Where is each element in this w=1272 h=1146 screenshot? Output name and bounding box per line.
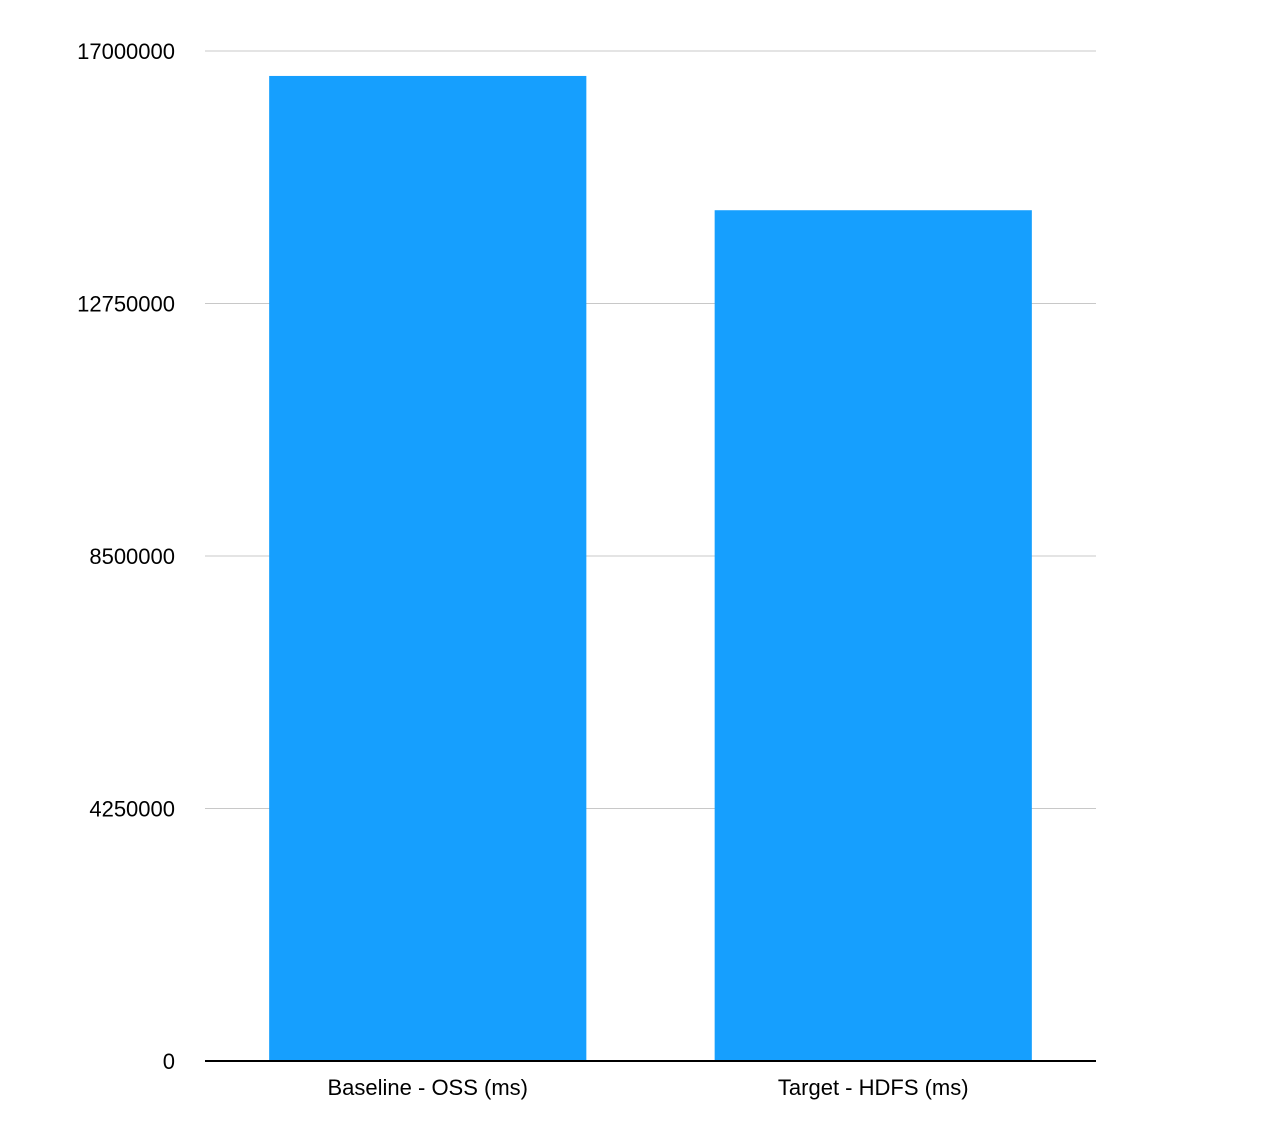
y-tick-label: 0 bbox=[163, 1049, 175, 1074]
x-tick-label: Baseline - OSS (ms) bbox=[328, 1075, 529, 1100]
x-tick-label: Target - HDFS (ms) bbox=[778, 1075, 969, 1100]
bar bbox=[714, 210, 1032, 1062]
bar bbox=[269, 75, 587, 1061]
y-tick-label: 12750000 bbox=[77, 291, 175, 316]
y-tick-label: 8500000 bbox=[89, 544, 175, 569]
y-tick-label: 17000000 bbox=[77, 39, 175, 64]
y-tick-label: 4250000 bbox=[89, 796, 175, 821]
